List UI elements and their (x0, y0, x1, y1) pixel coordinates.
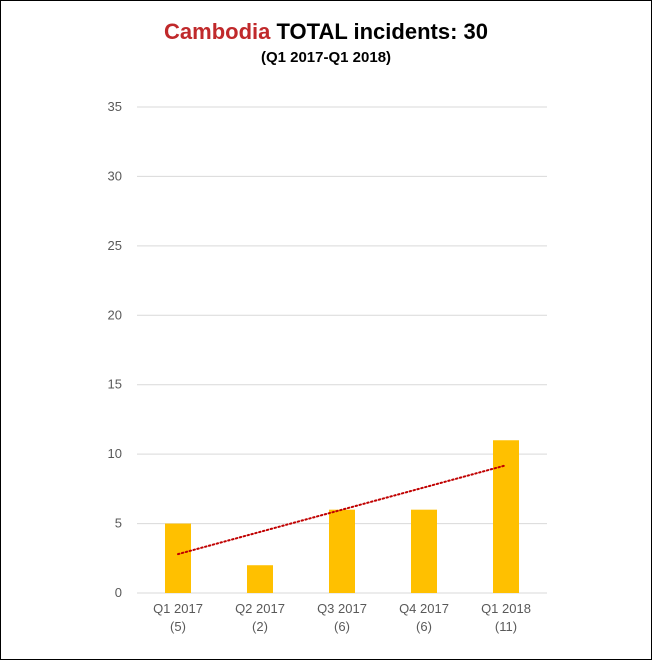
y-tick-label: 0 (115, 585, 122, 600)
chart-title-country: Cambodia (164, 19, 271, 44)
x-tick-sublabel: (2) (252, 619, 268, 634)
x-tick-label: Q1 2018 (481, 601, 531, 616)
y-tick-label: 10 (108, 446, 122, 461)
chart-title: Cambodia TOTAL incidents: 30 (1, 19, 651, 45)
y-tick-label: 25 (108, 238, 122, 253)
x-tick-sublabel: (5) (170, 619, 186, 634)
chart-subtitle: (Q1 2017-Q1 2018) (260, 49, 392, 66)
trendline (177, 464, 507, 556)
bar (493, 440, 519, 593)
x-tick-sublabel: (6) (416, 619, 432, 634)
x-tick-sublabel: (11) (495, 619, 517, 634)
bar (329, 509, 355, 593)
bar (247, 565, 273, 593)
x-tick-label: Q3 2017 (317, 601, 367, 616)
x-tick-sublabel: (6) (334, 619, 350, 634)
y-tick-label: 35 (108, 99, 122, 114)
x-tick-label: Q2 2017 (235, 601, 285, 616)
bar (165, 523, 191, 593)
x-tick-label: Q4 2017 (399, 601, 449, 616)
x-tick-label: Q1 2017 (153, 601, 203, 616)
bar (411, 509, 437, 593)
y-tick-label: 20 (108, 307, 122, 322)
chart-title-text: TOTAL incidents: 30 (276, 19, 488, 44)
y-tick-label: 5 (115, 516, 122, 531)
y-tick-label: 15 (108, 377, 122, 392)
y-tick-label: 30 (108, 168, 122, 183)
